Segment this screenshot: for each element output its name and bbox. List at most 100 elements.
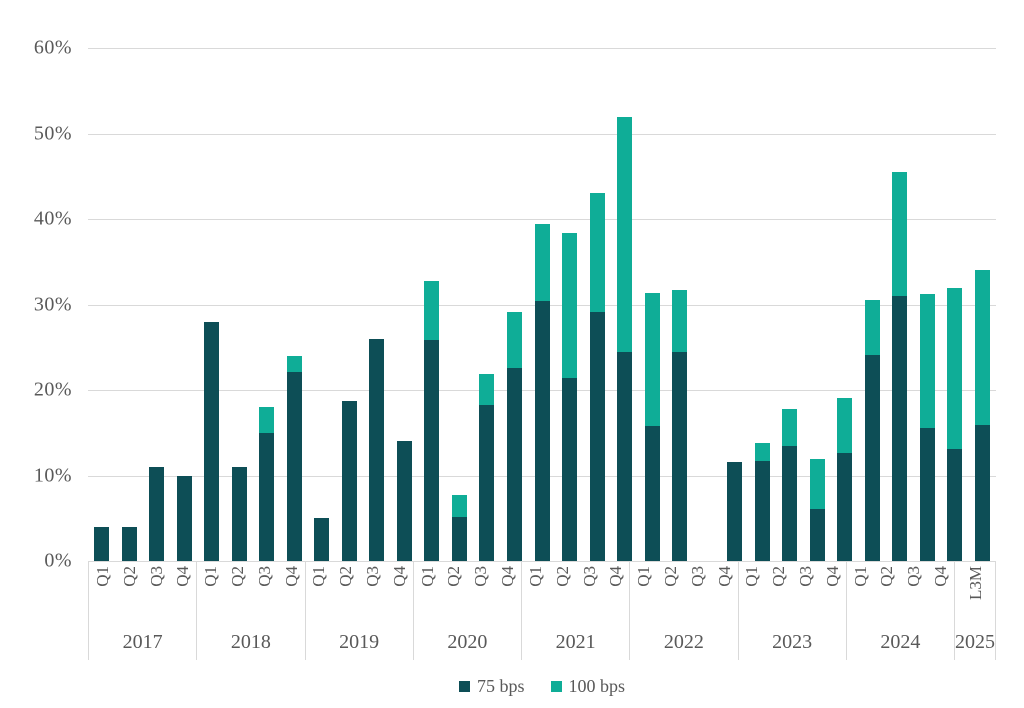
bar-column bbox=[969, 48, 997, 561]
quarter-cell: Q2 bbox=[224, 562, 251, 624]
year-row-2022: 2022 bbox=[630, 624, 737, 660]
bar-segment-75-bps bbox=[314, 518, 330, 561]
bar-segment-75-bps bbox=[479, 405, 495, 561]
bar-segment-75-bps bbox=[947, 449, 963, 561]
bar-segment-75-bps bbox=[506, 367, 522, 561]
bar-segment-100-bps bbox=[672, 289, 688, 352]
year-group-2019: Q1 Q2 Q3 Q4 2019 bbox=[304, 562, 413, 660]
quarter-label-Q4: Q4 bbox=[606, 566, 626, 587]
quarter-row-2020: Q1 Q2 Q3 Q4 bbox=[414, 562, 521, 624]
bar-segment-75-bps bbox=[974, 425, 990, 561]
bar-segment-75-bps bbox=[231, 466, 247, 561]
year-label-2021: 2021 bbox=[555, 630, 596, 653]
bar-column bbox=[308, 48, 336, 561]
legend-label: 75 bps bbox=[476, 676, 525, 696]
quarter-cell: Q2 bbox=[765, 562, 792, 624]
year-label-2022: 2022 bbox=[663, 630, 704, 653]
year-row-2018: 2018 bbox=[197, 624, 304, 660]
bar-column bbox=[171, 48, 199, 561]
x-axis: Q1 Q2 Q3 Q4 2017 Q1 Q2 Q3 Q4 2018 Q1 Q2 Q3 Q4 2019 Q1 Q2… bbox=[88, 562, 996, 660]
quarter-row-2018: Q1 Q2 Q3 Q4 bbox=[197, 562, 304, 624]
year-group-2021: Q1 Q2 Q3 Q4 2021 bbox=[521, 562, 629, 660]
y-tick-label-20: 20% bbox=[33, 378, 72, 401]
bar-segment-75-bps bbox=[94, 526, 110, 561]
quarter-cell: Q3 bbox=[576, 562, 603, 624]
quarter-cell: Q2 bbox=[441, 562, 468, 624]
quarter-label-Q3: Q3 bbox=[471, 566, 491, 587]
bar-segment-100-bps bbox=[919, 294, 935, 428]
bar-column bbox=[941, 48, 969, 561]
y-tick-label-60: 60% bbox=[33, 36, 72, 59]
bar-column bbox=[638, 48, 666, 561]
quarter-label-Q3: Q3 bbox=[687, 566, 707, 587]
quarter-label-Q1: Q1 bbox=[525, 566, 545, 587]
y-tick-label-0: 0% bbox=[44, 549, 72, 572]
bar-column bbox=[336, 48, 364, 561]
quarter-row-2023: Q1 Q2 Q3 Q4 bbox=[739, 562, 846, 624]
bar-column bbox=[748, 48, 776, 561]
quarter-cell: Q1 bbox=[197, 562, 224, 624]
bar-segment-100-bps bbox=[837, 397, 853, 454]
bar-column bbox=[583, 48, 611, 561]
quarter-cell: Q4 bbox=[278, 562, 305, 624]
y-tick-label-10: 10% bbox=[33, 464, 72, 486]
year-label-2023: 2023 bbox=[772, 630, 813, 653]
year-row-2020: 2020 bbox=[414, 624, 521, 660]
year-row-2024: 2024 bbox=[847, 624, 954, 660]
year-group-2023: Q1 Q2 Q3 Q4 2023 bbox=[737, 562, 846, 660]
quarter-label-Q1: Q1 bbox=[201, 566, 221, 587]
bar-column bbox=[198, 48, 226, 561]
bar-segment-75-bps bbox=[892, 295, 908, 561]
quarter-cell: Q4 bbox=[602, 562, 629, 624]
quarter-label-Q2: Q2 bbox=[552, 566, 572, 587]
bar-segment-100-bps bbox=[864, 300, 880, 355]
quarter-cell: Q4 bbox=[494, 562, 521, 624]
quarter-cell: Q4 bbox=[711, 562, 738, 624]
year-label-2025: 2025 bbox=[955, 630, 995, 653]
quarter-row-2024: Q1 Q2 Q3 Q4 bbox=[847, 562, 954, 624]
bar-segment-100-bps bbox=[617, 117, 633, 352]
bar-segment-75-bps bbox=[754, 460, 770, 561]
quarter-label-Q4: Q4 bbox=[389, 566, 409, 587]
quarter-label-Q1: Q1 bbox=[742, 566, 762, 587]
bar-segment-75-bps bbox=[644, 425, 660, 561]
quarter-cell: Q3 bbox=[359, 562, 386, 624]
bar-segment-100-bps bbox=[947, 288, 963, 449]
bar-column bbox=[721, 48, 749, 561]
quarter-label-Q1: Q1 bbox=[92, 566, 112, 587]
bar-segment-75-bps bbox=[396, 441, 412, 561]
year-label-2024: 2024 bbox=[880, 630, 921, 653]
bar-segment-75-bps bbox=[837, 453, 853, 561]
bar-segment-75-bps bbox=[809, 508, 825, 561]
year-row-2017: 2017 bbox=[89, 624, 196, 660]
bar-segment-75-bps bbox=[589, 312, 605, 561]
quarter-cell: Q2 bbox=[657, 562, 684, 624]
quarter-label-Q2: Q2 bbox=[444, 566, 464, 587]
bar-segment-100-bps bbox=[974, 270, 990, 426]
y-tick-label-40: 40% bbox=[33, 207, 72, 230]
quarter-label-Q4: Q4 bbox=[931, 566, 951, 587]
quarter-label-Q2: Q2 bbox=[769, 566, 789, 587]
bar-column bbox=[143, 48, 171, 561]
bar-column bbox=[831, 48, 859, 561]
bar-segment-100-bps bbox=[892, 171, 908, 296]
gridline-50 bbox=[88, 133, 996, 135]
quarter-cell: Q4 bbox=[386, 562, 413, 624]
quarter-row-2019: Q1 Q2 Q3 Q4 bbox=[306, 562, 413, 624]
bar-column bbox=[913, 48, 941, 561]
quarter-cell: Q1 bbox=[630, 562, 657, 624]
quarter-label-Q4: Q4 bbox=[281, 566, 301, 587]
quarter-cell: Q1 bbox=[306, 562, 333, 624]
legend: 75 bps 100 bps bbox=[88, 676, 996, 697]
quarter-cell: Q2 bbox=[549, 562, 576, 624]
bar-column bbox=[116, 48, 144, 561]
gridline-0 bbox=[88, 561, 996, 562]
quarter-cell: Q3 bbox=[684, 562, 711, 624]
quarter-cell: Q1 bbox=[847, 562, 874, 624]
legend-item-75-bps: 75 bps bbox=[458, 676, 525, 697]
bar-column bbox=[226, 48, 254, 561]
quarter-label-Q4: Q4 bbox=[822, 566, 842, 587]
legend-swatch-icon bbox=[550, 681, 562, 692]
quarter-cell: Q3 bbox=[143, 562, 170, 624]
bar-column bbox=[858, 48, 886, 561]
